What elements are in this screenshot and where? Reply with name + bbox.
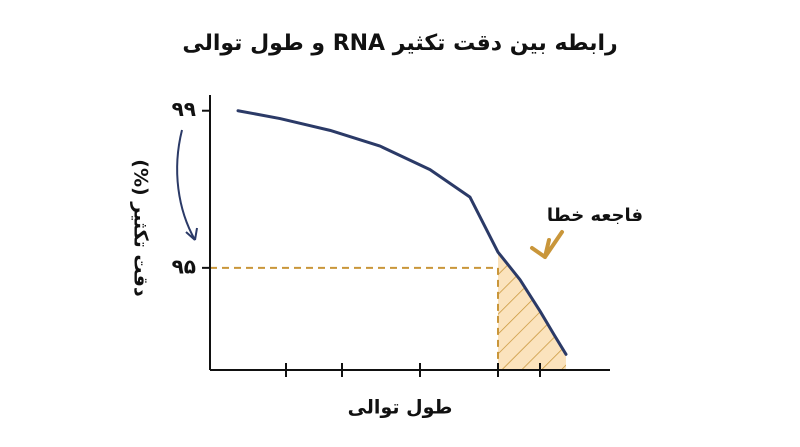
reference-line — [210, 266, 499, 370]
chart-title: رابطه بین دقت تکثیر RNA و طول توالی — [182, 31, 617, 56]
annotation-arrow — [530, 230, 564, 259]
annotation: فاجعه خطا — [547, 205, 643, 226]
y-tick-label: ۹۹ — [172, 97, 196, 121]
data-line — [236, 109, 568, 356]
decorative-arrow — [176, 129, 198, 241]
hatched-region — [498, 252, 566, 370]
y-tick-label: ۹۵ — [172, 254, 196, 278]
x-axis-label: طول توالی — [348, 397, 453, 419]
y-axis-label: دقت تکثیر (%) — [130, 159, 152, 297]
